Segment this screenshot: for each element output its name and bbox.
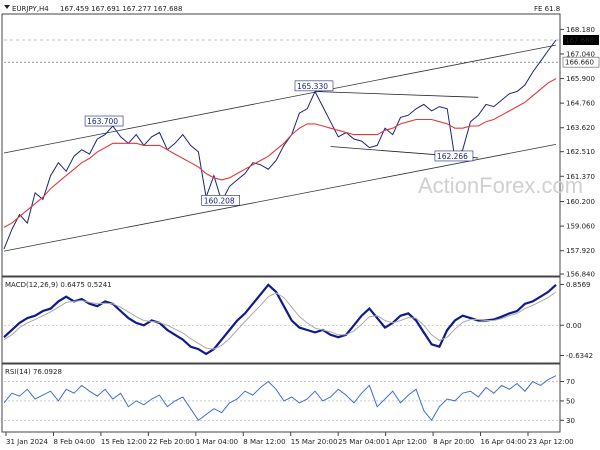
price-y-tick-label: 157.920	[566, 247, 595, 255]
price-y-tick-label: 163.620	[566, 124, 595, 132]
upper-channel-line	[3, 44, 557, 154]
annotation-box	[201, 195, 240, 206]
macd-y-tick-label: 0.00	[566, 322, 582, 330]
macd-series-signal	[3, 291, 557, 350]
price-panel: EURJPY,H4 167.459 167.691 167.277 167.68…	[1, 5, 600, 279]
price-y-tick-label: 164.760	[566, 100, 595, 108]
annotation-box	[84, 115, 124, 127]
price-header-ohlc: 167.459 167.691 167.277 167.688	[60, 5, 182, 13]
rsi-series-group	[3, 375, 560, 422]
rsi-header: RSI(14) 76.0928	[5, 368, 62, 376]
price-y-tick-label: 161.370	[566, 173, 595, 181]
rsi-series-rsi	[3, 375, 557, 422]
macd-y-axis: 0.8569 0.00 -0.6342	[560, 281, 593, 360]
price-series-price	[3, 39, 557, 250]
current-price-label: 167.688	[565, 36, 594, 44]
current-price-tag	[563, 34, 599, 45]
price-y-tick-label: 160.200	[566, 198, 595, 206]
rsi-y-axis: 70 50 30	[560, 378, 575, 425]
x-tick-label: 15 Mar 20:00	[291, 438, 338, 446]
x-tick-label: 1 Apr 12:00	[386, 438, 427, 446]
annotation-label: 165.330	[297, 82, 328, 91]
price-y-tick-label: 162.510	[566, 148, 595, 156]
rsi-y-tick-label: 50	[566, 397, 575, 405]
price-y-tick-label: 156.840	[566, 271, 595, 279]
x-tick-label: 23 Apr 12:00	[528, 438, 574, 446]
dropdown-triangle-icon	[4, 5, 10, 9]
price-y-tick-label: 159.060	[566, 223, 595, 231]
price-series-group	[3, 39, 557, 250]
annotation-label: 160.208	[204, 196, 235, 205]
macd-series-group	[3, 283, 560, 356]
x-tick-label: 25 Mar 04:00	[338, 438, 385, 446]
price-series-ma	[3, 78, 557, 228]
macd-y-tick-label: -0.6342	[566, 352, 593, 360]
price-y-tick-label: 167.040	[566, 50, 595, 58]
price-y-tick-label: 165.900	[566, 75, 595, 83]
macd-header: MACD(12,26,9) 0.6475 0.5241	[5, 281, 112, 289]
x-tick-label: 8 Feb 04:00	[53, 438, 94, 446]
watermark: ActionForex.com	[418, 173, 583, 198]
x-tick-label: 15 Feb 12:00	[101, 438, 147, 446]
macd-y-tick-label: 0.8569	[566, 281, 591, 289]
fe-level-label: 166.660	[565, 59, 594, 67]
fe-label: FE 61.8	[534, 5, 560, 13]
rsi-y-tick-label: 30	[566, 417, 575, 425]
rsi-panel: RSI(14) 76.0928 70 50 30	[1, 363, 575, 433]
x-tick-label: 8 Mar 12:00	[243, 438, 285, 446]
fe-level-tag	[562, 56, 600, 68]
lower-channel-line	[3, 143, 557, 252]
macd-series-macd	[3, 283, 557, 356]
price-channel-lines	[3, 39, 560, 252]
x-tick-label: 31 Jan 2024	[6, 438, 49, 446]
x-tick-label: 16 Apr 04:00	[481, 438, 527, 446]
price-header-symbol: EURJPY,H4	[12, 5, 49, 13]
price-y-tick-label: 168.180	[566, 26, 595, 34]
x-tick-label: 1 Mar 04:00	[196, 438, 238, 446]
x-tick-label: 8 Apr 20:00	[433, 438, 474, 446]
x-tick-label: 22 Feb 20:00	[148, 438, 194, 446]
triangle-upper-line	[314, 91, 479, 98]
annotation-label: 162.266	[437, 152, 468, 161]
price-y-axis: 168.180 167.040 165.900 164.760 163.620 162.5…	[560, 26, 600, 279]
annotation-box	[294, 80, 334, 92]
price-annotations: 163.700 165.330 160.208 162.266	[84, 80, 474, 206]
macd-panel: MACD(12,26,9) 0.6475 0.5241 0.8569 0.00 -0…	[1, 276, 593, 364]
x-axis: 31 Jan 2024 8 Feb 04:00 15 Feb 12:00 22 Feb…	[5, 432, 574, 446]
rsi-y-tick-label: 70	[566, 378, 575, 386]
annotation-label: 163.700	[87, 117, 118, 126]
annotation-box	[434, 150, 474, 162]
